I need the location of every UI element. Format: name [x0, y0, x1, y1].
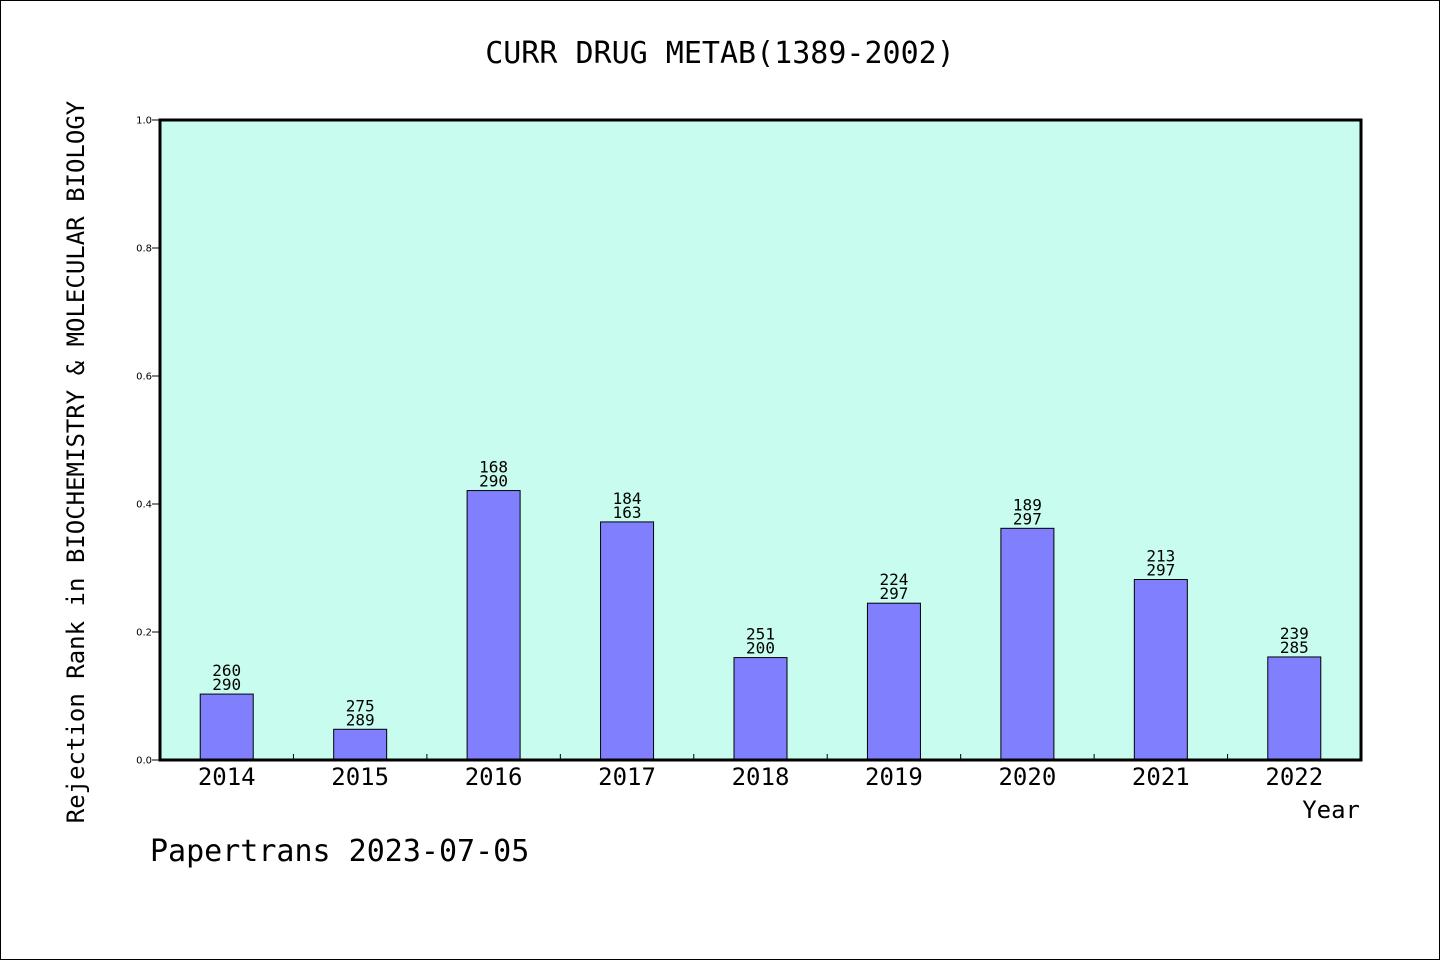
x-tick-label: 2021 [1132, 763, 1190, 791]
bar-label-top: 213 [1146, 547, 1175, 566]
x-tick-label: 2018 [732, 763, 790, 791]
bar [866, 602, 921, 761]
bar-label-top: 168 [479, 458, 508, 477]
bar-label-top: 275 [346, 696, 375, 715]
bar-label-bottom: 297 [1013, 509, 1042, 528]
chart-title: CURR DRUG METAB(1389-2002) [485, 36, 955, 71]
bar [1267, 656, 1322, 761]
bar [733, 657, 788, 761]
y-tick-label: 0.6 [136, 372, 152, 383]
bar-label-bottom: 290 [479, 472, 508, 491]
x-tick-label: 2014 [198, 763, 256, 791]
bar-label-top: 239 [1280, 624, 1309, 643]
bar-label-top: 189 [1013, 495, 1042, 514]
y-tick-label: 1.0 [136, 116, 152, 127]
bar [600, 521, 655, 761]
x-axis-label: Year [1302, 796, 1360, 824]
y-tick-label: 0.8 [136, 244, 152, 255]
bar-label-bottom: 290 [212, 675, 241, 694]
bar [1000, 527, 1055, 761]
bar [199, 693, 254, 761]
plot-border [158, 118, 1363, 762]
bar-label-bottom: 289 [346, 710, 375, 729]
footer-watermark: Papertrans 2023-07-05 [150, 834, 530, 869]
x-tick-label: 2015 [331, 763, 389, 791]
bar-label-bottom: 297 [1146, 561, 1175, 580]
bar-label-bottom: 200 [746, 639, 775, 658]
x-tick-label: 2022 [1265, 763, 1323, 791]
bar-label-top: 260 [212, 661, 241, 680]
bar-label-bottom: 163 [613, 503, 642, 522]
bar-label-bottom: 297 [879, 584, 908, 603]
bar-label-top: 251 [746, 625, 775, 644]
bar [333, 728, 388, 761]
x-tick-label: 2020 [998, 763, 1056, 791]
bar-label-bottom: 285 [1280, 638, 1309, 657]
y-tick-label: 0.2 [136, 628, 152, 639]
bar [466, 490, 521, 761]
bar-label-top: 184 [613, 489, 642, 508]
x-tick-label: 2017 [598, 763, 656, 791]
y-tick-label: 0.0 [136, 756, 152, 767]
bar [1133, 579, 1188, 761]
bar-label-top: 224 [879, 570, 908, 589]
x-tick-label: 2019 [865, 763, 923, 791]
x-tick-label: 2016 [465, 763, 523, 791]
y-tick-label: 0.4 [136, 500, 152, 511]
